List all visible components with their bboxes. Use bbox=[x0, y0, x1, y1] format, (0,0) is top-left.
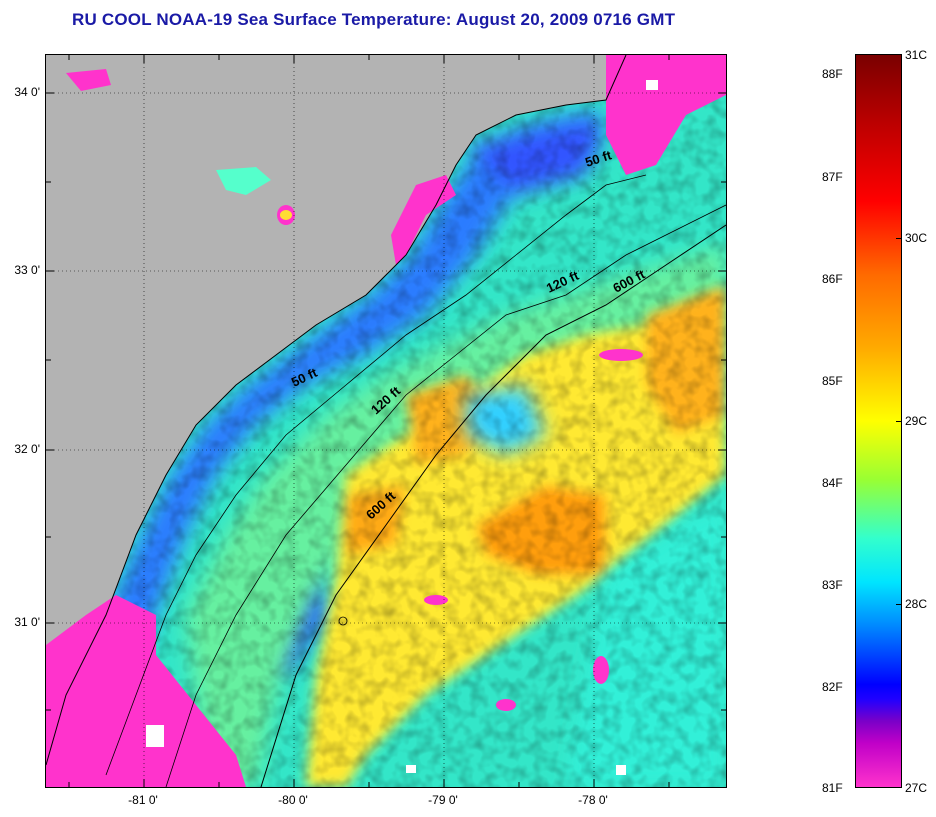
temperature-colorbar bbox=[855, 54, 902, 788]
latitude-label-33: 33 0' bbox=[14, 263, 40, 277]
colorbar-label-29c: 29C bbox=[905, 414, 928, 428]
colorbar-label-83f: 83F bbox=[822, 578, 843, 592]
latitude-label-34: 34 0' bbox=[14, 85, 40, 99]
seamount-marker bbox=[338, 616, 348, 626]
graticule bbox=[46, 55, 726, 787]
latitude-label-31: 31 0' bbox=[14, 615, 40, 629]
coastline bbox=[46, 55, 627, 766]
lake bbox=[216, 167, 271, 195]
colorbar-tick bbox=[896, 421, 902, 422]
longitude-label-80: -80 0' bbox=[278, 793, 308, 807]
colorbar-label-81f: 81F bbox=[822, 781, 843, 795]
lake bbox=[280, 210, 292, 220]
isobath-50ft bbox=[105, 174, 647, 776]
longitude-label-78: -78 0' bbox=[578, 793, 608, 807]
map-title: RU COOL NOAA-19 Sea Surface Temperature:… bbox=[72, 10, 676, 29]
longitude-label-81: -81 0' bbox=[128, 793, 158, 807]
latitude-label-32: 32 0' bbox=[14, 442, 40, 456]
frame-ticks bbox=[46, 55, 726, 787]
sst-map[interactable]: 50 ft 50 ft 120 ft 120 ft 600 ft 600 ft bbox=[45, 54, 727, 788]
colorbar-label-84f: 84F bbox=[822, 476, 843, 490]
sst-map-canvas: 50 ft 50 ft 120 ft 120 ft 600 ft 600 ft bbox=[46, 55, 726, 787]
colorbar-label-88f: 88F bbox=[822, 67, 843, 81]
colorbar-label-28c: 28C bbox=[905, 597, 928, 611]
colorbar-label-85f: 85F bbox=[822, 374, 843, 388]
cloud-patches bbox=[46, 55, 726, 787]
isobath-120ft bbox=[165, 204, 726, 787]
colorbar-label-87f: 87F bbox=[822, 170, 843, 184]
colorbar-label-27c: 27C bbox=[905, 781, 928, 795]
colorbar-label-30c: 30C bbox=[905, 231, 928, 245]
cloud-white-spots bbox=[146, 80, 658, 775]
colorbar-label-82f: 82F bbox=[822, 680, 843, 694]
isobath-600ft bbox=[260, 224, 726, 787]
longitude-label-79: -79 0' bbox=[428, 793, 458, 807]
colorbar-label-86f: 86F bbox=[822, 272, 843, 286]
colorbar-tick bbox=[896, 238, 902, 239]
colorbar-label-31c: 31C bbox=[905, 48, 928, 62]
colorbar-tick bbox=[896, 604, 902, 605]
